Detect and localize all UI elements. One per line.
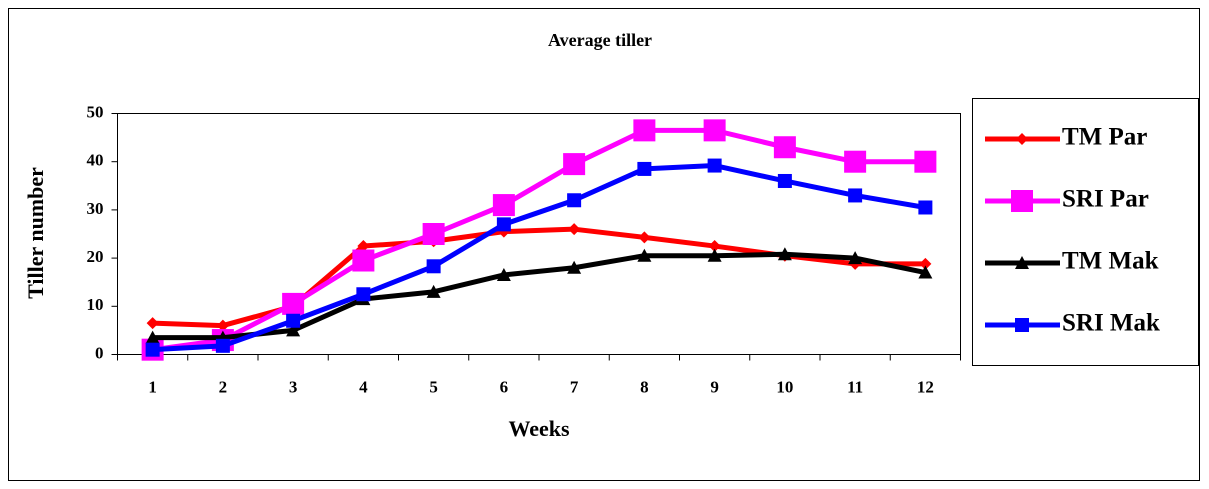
y-tick-label: 10 (87, 295, 104, 314)
legend-frame (972, 98, 1199, 366)
marker (356, 287, 371, 302)
marker (426, 284, 441, 298)
y-tick-label: 30 (87, 199, 104, 218)
marker (352, 249, 375, 272)
marker (637, 248, 652, 262)
marker (773, 136, 796, 159)
x-tick-label: 1 (148, 377, 157, 396)
x-tick-label: 8 (640, 377, 649, 396)
marker (918, 200, 933, 215)
marker (708, 240, 721, 253)
y-tick-label: 0 (95, 343, 104, 362)
x-tick-label: 12 (917, 377, 934, 396)
marker (914, 150, 937, 173)
x-axis-label: Weeks (508, 416, 570, 441)
y-tick-label: 50 (87, 102, 104, 121)
legend-label: TM Par (1062, 124, 1147, 151)
marker (563, 153, 586, 176)
marker (1016, 133, 1028, 145)
x-tick-label: 11 (847, 377, 863, 396)
x-tick-label: 10 (776, 377, 793, 396)
series-line (152, 163, 926, 353)
marker (638, 231, 651, 244)
marker (286, 323, 301, 337)
marker (633, 119, 656, 142)
marker (703, 119, 726, 142)
legend-label: SRI Par (1062, 186, 1149, 213)
marker (707, 158, 722, 173)
marker (1011, 190, 1033, 212)
marker (282, 292, 305, 315)
y-axis-label: Tiller number (23, 167, 48, 299)
x-tick-label: 6 (500, 377, 509, 396)
x-tick-label: 7 (570, 377, 579, 396)
series-line (152, 251, 926, 341)
marker (637, 161, 652, 176)
marker (422, 223, 445, 245)
marker (844, 150, 867, 173)
marker (145, 330, 160, 344)
y-tick-label: 20 (87, 247, 104, 266)
marker (848, 251, 863, 265)
marker (567, 260, 582, 274)
marker (777, 247, 792, 261)
marker (496, 267, 511, 281)
marker (426, 259, 441, 274)
marker (145, 342, 160, 357)
marker (919, 257, 932, 270)
marker (1015, 256, 1029, 269)
marker (146, 317, 159, 330)
x-tick-label: 4 (359, 377, 368, 396)
chart-title: Average tiller (548, 30, 652, 50)
marker (286, 313, 301, 328)
marker (848, 188, 863, 203)
marker (215, 338, 230, 353)
series-line (152, 127, 926, 353)
marker (568, 223, 581, 236)
marker (777, 173, 792, 188)
marker (567, 193, 582, 208)
marker (707, 248, 722, 262)
x-tick-label: 9 (710, 377, 719, 396)
marker (496, 217, 511, 232)
marker (918, 265, 933, 279)
marker (357, 240, 370, 253)
marker (216, 319, 229, 332)
marker (1015, 318, 1029, 332)
x-tick-label: 5 (429, 377, 438, 396)
marker (492, 194, 515, 217)
x-tick-label: 2 (219, 377, 228, 396)
y-tick-label: 40 (87, 151, 104, 170)
x-tick-label: 3 (289, 377, 298, 396)
legend-label: TM Mak (1062, 248, 1159, 275)
legend-label: SRI Mak (1062, 310, 1160, 337)
